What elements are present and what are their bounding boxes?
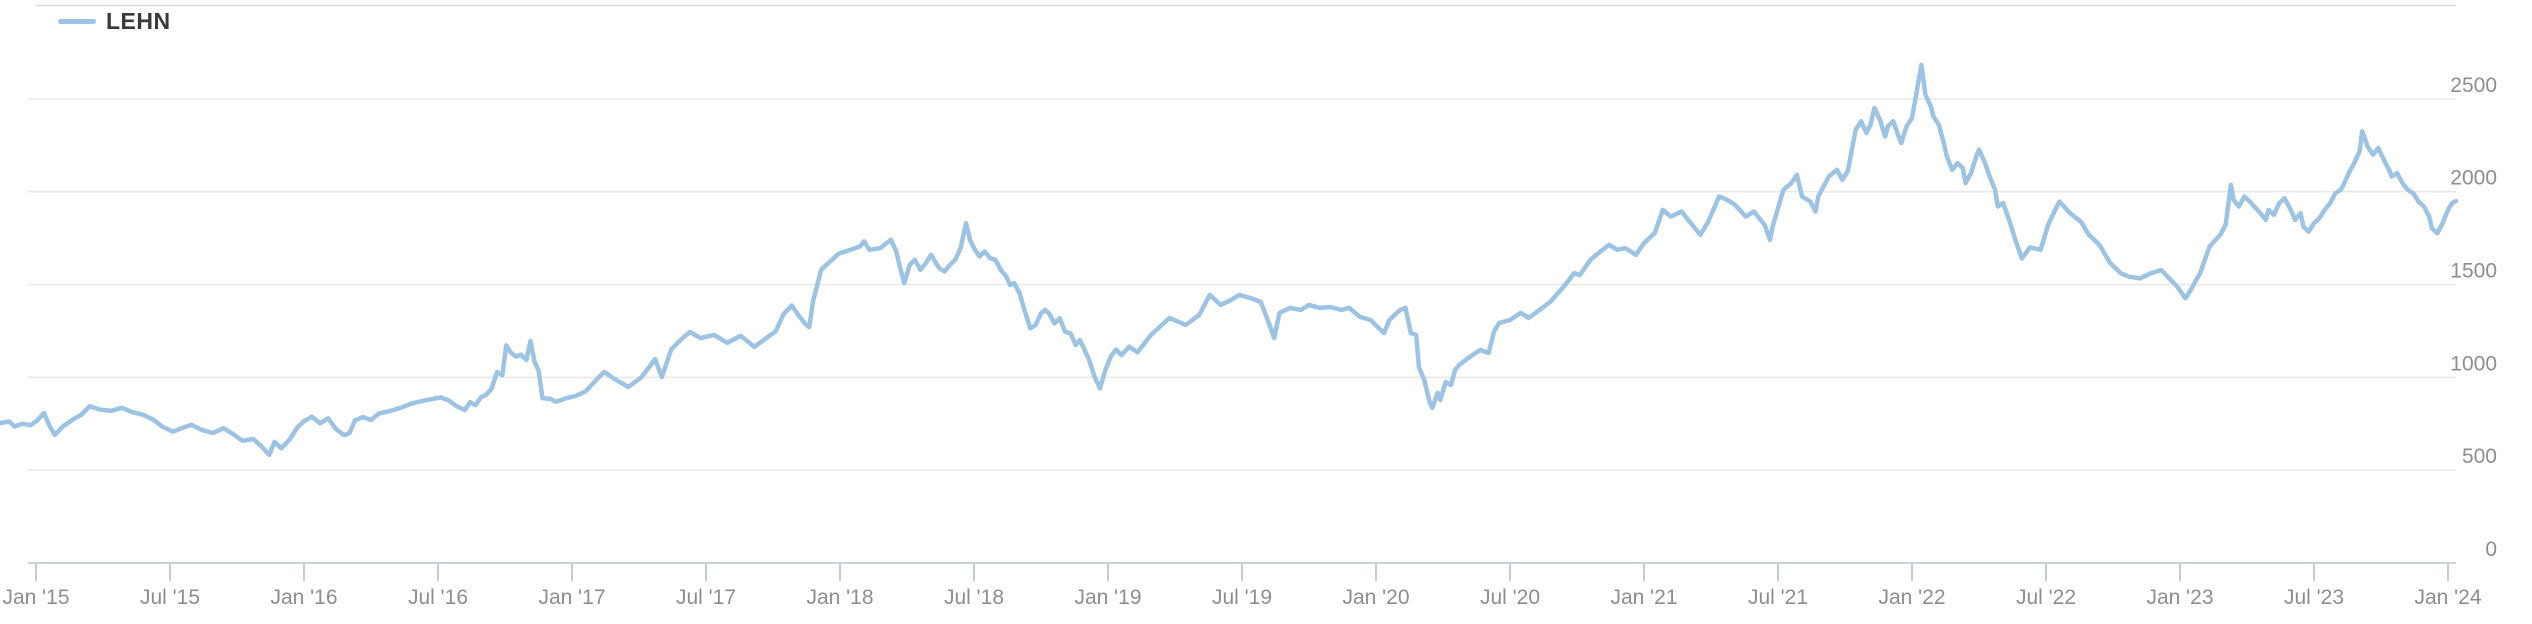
x-axis-label: Jan '20	[1342, 586, 1409, 609]
legend-line-swatch-icon	[58, 19, 96, 24]
y-axis-label-500: 500	[2462, 445, 2497, 468]
x-axis-label: Jul '21	[1748, 586, 1808, 609]
x-axis-label: Jul '23	[2284, 586, 2344, 609]
x-axis-label: Jul '18	[944, 586, 1004, 609]
x-axis-label: Jan '15	[2, 586, 69, 609]
x-axis-label: Jul '15	[140, 586, 200, 609]
x-axis-label: Jul '19	[1212, 586, 1272, 609]
y-axis-label-1000: 1000	[2450, 352, 2497, 375]
y-axis-label-1500: 1500	[2450, 260, 2497, 283]
x-axis-label: Jan '23	[2146, 586, 2213, 609]
legend-series-label: LEHN	[106, 8, 171, 34]
x-axis-label: Jul '16	[408, 586, 468, 609]
series-line-lehn[interactable]	[0, 62, 2459, 458]
y-axis-label-2000: 2000	[2450, 167, 2497, 190]
x-axis-label: Jul '20	[1480, 586, 1540, 609]
x-axis-label: Jan '24	[2414, 586, 2481, 609]
y-axis-label-0: 0	[2485, 538, 2497, 561]
y-axis-label-2500: 2500	[2450, 74, 2497, 97]
x-axis-label: Jul '17	[676, 586, 736, 609]
x-axis-label: Jan '21	[1610, 586, 1677, 609]
x-axis-label: Jan '16	[270, 586, 337, 609]
x-axis-label: Jan '18	[806, 586, 873, 609]
x-axis-label: Jul '22	[2016, 586, 2076, 609]
x-axis-label: Jan '22	[1878, 586, 1945, 609]
x-axis-label: Jan '19	[1074, 586, 1141, 609]
legend[interactable]: LEHN	[58, 8, 171, 35]
x-axis-label: Jan '17	[538, 586, 605, 609]
